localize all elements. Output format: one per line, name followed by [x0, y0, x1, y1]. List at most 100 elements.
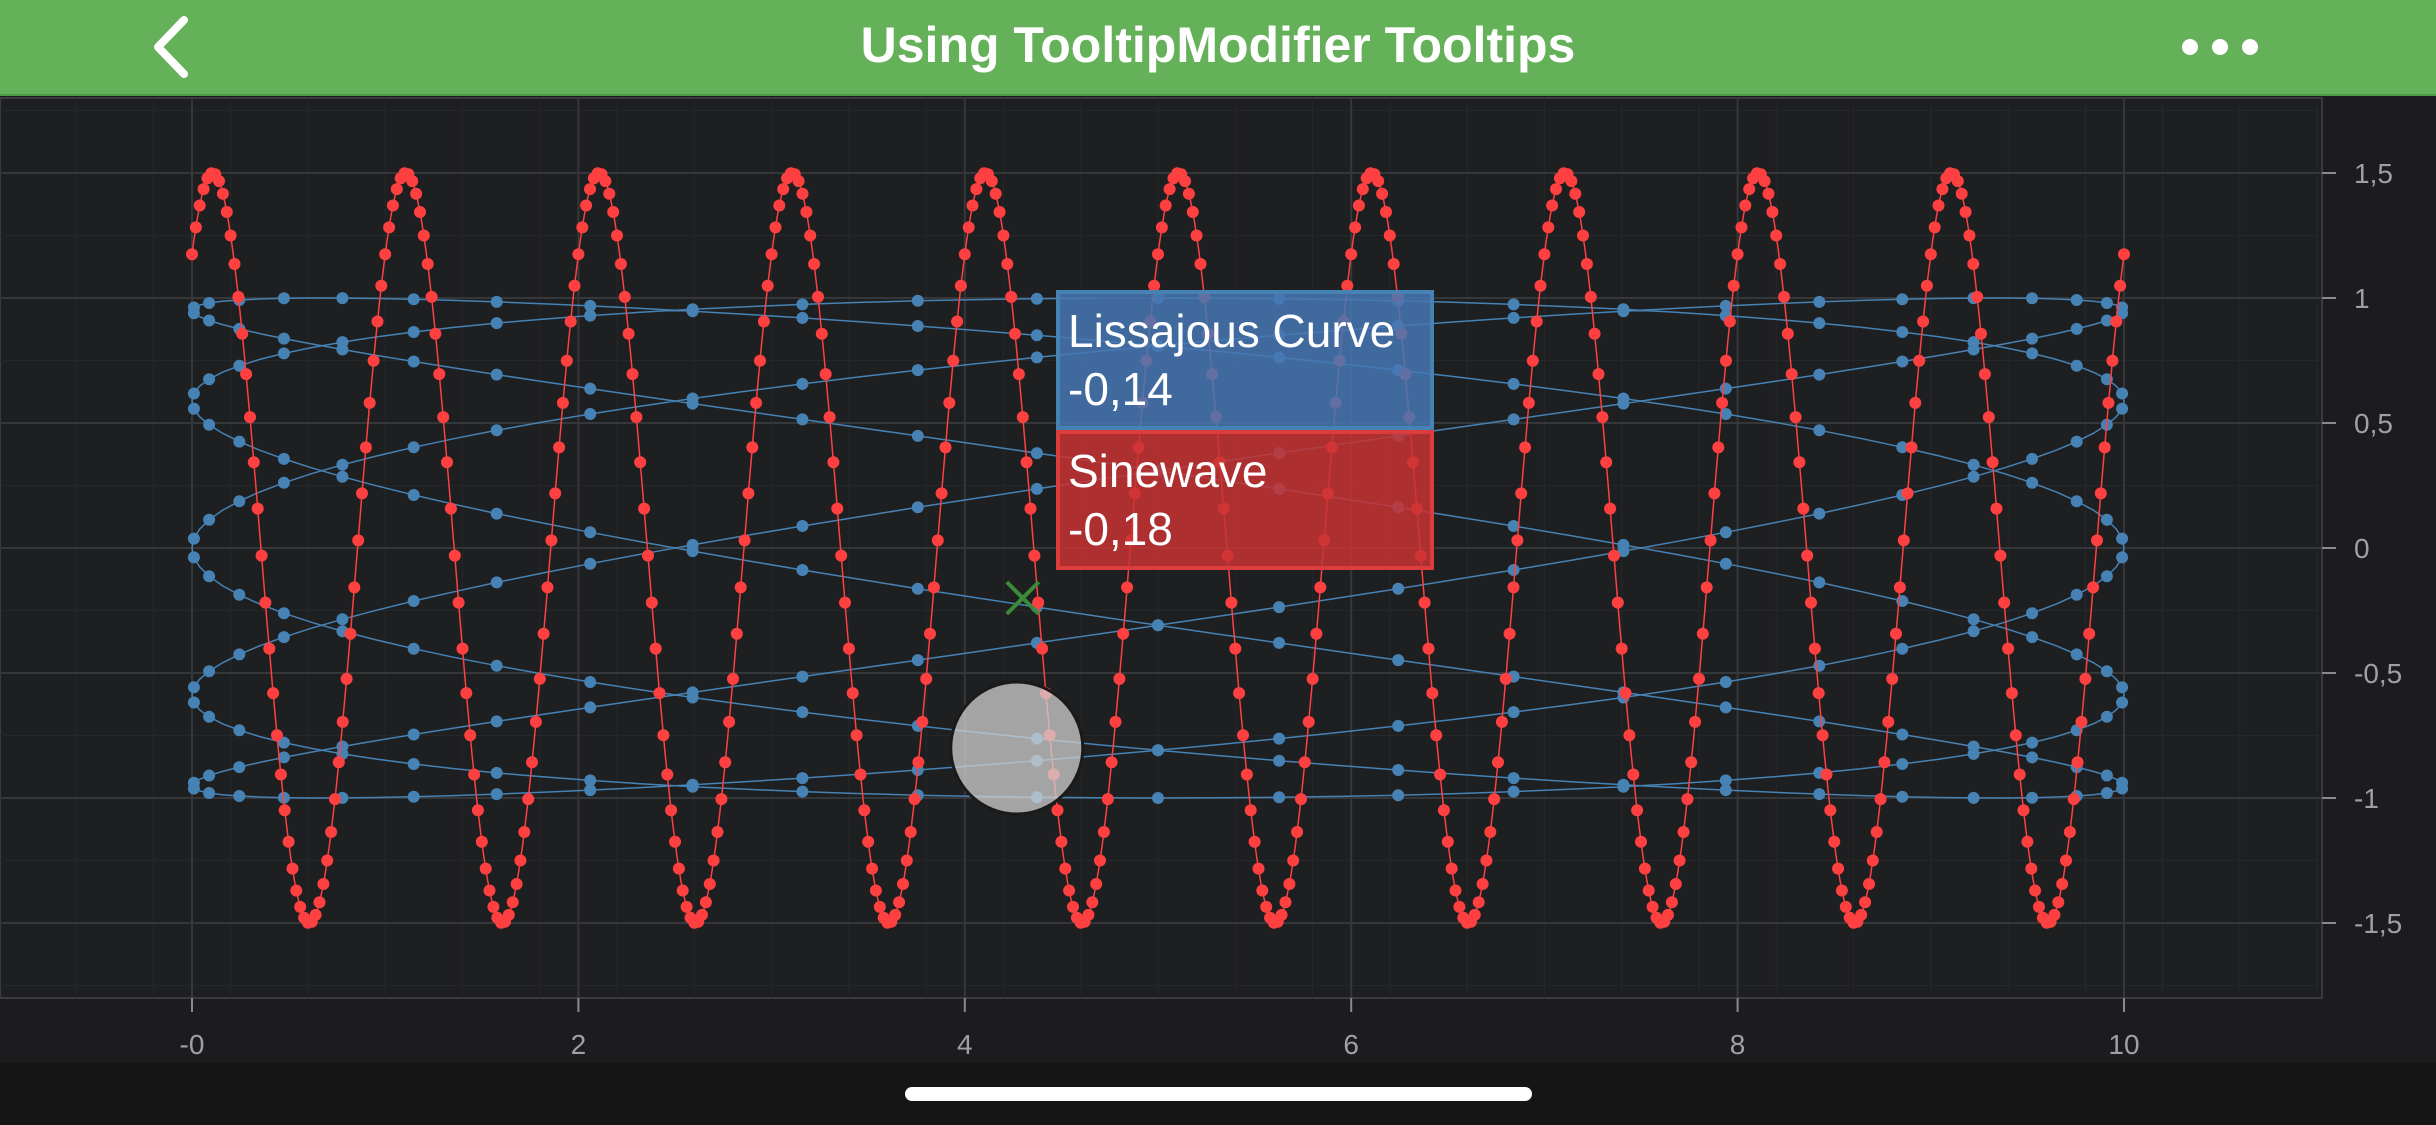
- sinewave-point: [1623, 729, 1636, 742]
- lissajous-point: [584, 309, 597, 322]
- sinewave-point: [1592, 368, 1605, 381]
- sinewave-point: [1762, 187, 1775, 200]
- sinewave-point: [1248, 835, 1261, 848]
- sinewave-point: [2118, 248, 2130, 261]
- sinewave-point: [1387, 258, 1400, 270]
- sinewave-point: [1971, 290, 1984, 303]
- lissajous-point: [1392, 789, 1405, 802]
- sinewave-point: [1287, 854, 1300, 867]
- lissajous-point: [1813, 424, 1826, 437]
- sinewave-point: [1028, 549, 1041, 562]
- sinewave-point: [773, 199, 786, 212]
- sinewave-point: [1720, 354, 1732, 367]
- sinewave-point: [518, 826, 531, 838]
- sinewave-point: [437, 411, 450, 424]
- lissajous-point: [1719, 784, 1732, 797]
- sinewave-point: [862, 835, 875, 848]
- lissajous-point: [796, 298, 809, 311]
- tooltip-lissajous: Lissajous Curve -0,14: [1056, 290, 1434, 430]
- sinewave-point: [866, 862, 879, 875]
- sinewave-point: [340, 672, 353, 685]
- sinewave-point: [1067, 900, 1079, 913]
- sinewave-point: [924, 627, 936, 640]
- sinewave-point: [2005, 687, 2018, 700]
- lissajous-point: [1392, 654, 1405, 667]
- sinewave-point: [1662, 908, 1674, 921]
- sinewave-point: [1608, 549, 1620, 562]
- y-tick-label: 0: [2354, 533, 2370, 564]
- lissajous-point: [1273, 732, 1286, 745]
- touch-indicator: [949, 680, 1085, 816]
- chart-svg[interactable]: 1,5 1 0,5 0 -0,5 -1 -1,5 -0 2 4 6 8 10: [0, 96, 2436, 1063]
- lissajous-point: [187, 387, 200, 400]
- sinewave-point: [622, 327, 635, 340]
- sinewave-point: [1696, 627, 1709, 640]
- chart-area[interactable]: 1,5 1 0,5 0 -0,5 -1 -1,5 -0 2 4 6 8 10: [0, 96, 2436, 1063]
- sinewave-point: [761, 279, 774, 292]
- sinewave-point: [1372, 175, 1385, 188]
- lissajous-point: [796, 772, 809, 785]
- sinewave-point: [1693, 672, 1705, 685]
- lissajous-point: [203, 787, 216, 799]
- lissajous-point: [277, 452, 290, 465]
- sinewave-point: [1577, 229, 1589, 242]
- sinewave-point: [1878, 756, 1891, 769]
- sinewave-point: [1615, 642, 1628, 655]
- back-button[interactable]: [140, 12, 210, 82]
- sinewave-point: [900, 854, 913, 867]
- lissajous-point: [2026, 476, 2039, 489]
- sinewave-point: [846, 687, 859, 700]
- sinewave-point: [2071, 756, 2084, 769]
- sinewave-point: [1194, 258, 1207, 270]
- lissajous-point: [911, 320, 924, 332]
- sinewave-point: [869, 884, 882, 897]
- lissajous-point: [2100, 297, 2113, 309]
- lissajous-point: [277, 631, 290, 644]
- sinewave-point: [1341, 279, 1354, 292]
- sinewave-point: [1975, 327, 1987, 340]
- lissajous-point: [203, 418, 216, 431]
- home-indicator[interactable]: [905, 1087, 1532, 1101]
- lissajous-point: [407, 293, 420, 306]
- lissajous-point: [336, 292, 349, 305]
- sinewave-point: [1515, 487, 1528, 500]
- sinewave-point: [406, 175, 419, 188]
- sinewave-point: [502, 908, 515, 921]
- sinewave-point: [325, 826, 338, 838]
- sinewave-point: [634, 456, 647, 469]
- sinewave-point: [1237, 729, 1249, 742]
- sinewave-point: [645, 596, 658, 609]
- lissajous-point: [233, 648, 246, 661]
- page-title: Using TooltipModifier Tooltips: [860, 17, 1576, 73]
- sinewave-point: [1588, 327, 1601, 340]
- sinewave-point: [1291, 826, 1304, 838]
- sinewave-point: [1812, 687, 1825, 700]
- lissajous-point: [1273, 601, 1286, 614]
- lissajous-point: [796, 706, 809, 719]
- sinewave-point: [468, 768, 481, 781]
- more-button[interactable]: [2170, 12, 2270, 82]
- sinewave-point: [363, 396, 376, 409]
- sinewave-point: [1913, 354, 1926, 367]
- sinewave-point: [1020, 456, 1033, 469]
- sinewave-point: [1901, 487, 1914, 500]
- lissajous-point: [187, 402, 200, 415]
- sinewave-point: [611, 229, 623, 242]
- sinewave-point: [286, 862, 299, 875]
- sinewave-point: [985, 175, 998, 188]
- sinewave-point: [1032, 596, 1045, 609]
- sinewave-point: [742, 487, 755, 500]
- sinewave-point: [1890, 627, 1902, 640]
- lissajous-point: [1617, 397, 1630, 410]
- sinewave-point: [1905, 441, 1918, 454]
- sinewave-point: [1538, 248, 1551, 261]
- sinewave-point: [1086, 896, 1099, 909]
- lissajous-point: [1617, 538, 1630, 551]
- sinewave-point: [800, 206, 813, 218]
- sinewave-point: [1959, 206, 1972, 218]
- sinewave-point: [475, 835, 488, 848]
- sinewave-point: [808, 258, 821, 270]
- sinewave-point: [371, 315, 384, 328]
- sinewave-point: [433, 368, 446, 381]
- lissajous-point: [1152, 744, 1164, 757]
